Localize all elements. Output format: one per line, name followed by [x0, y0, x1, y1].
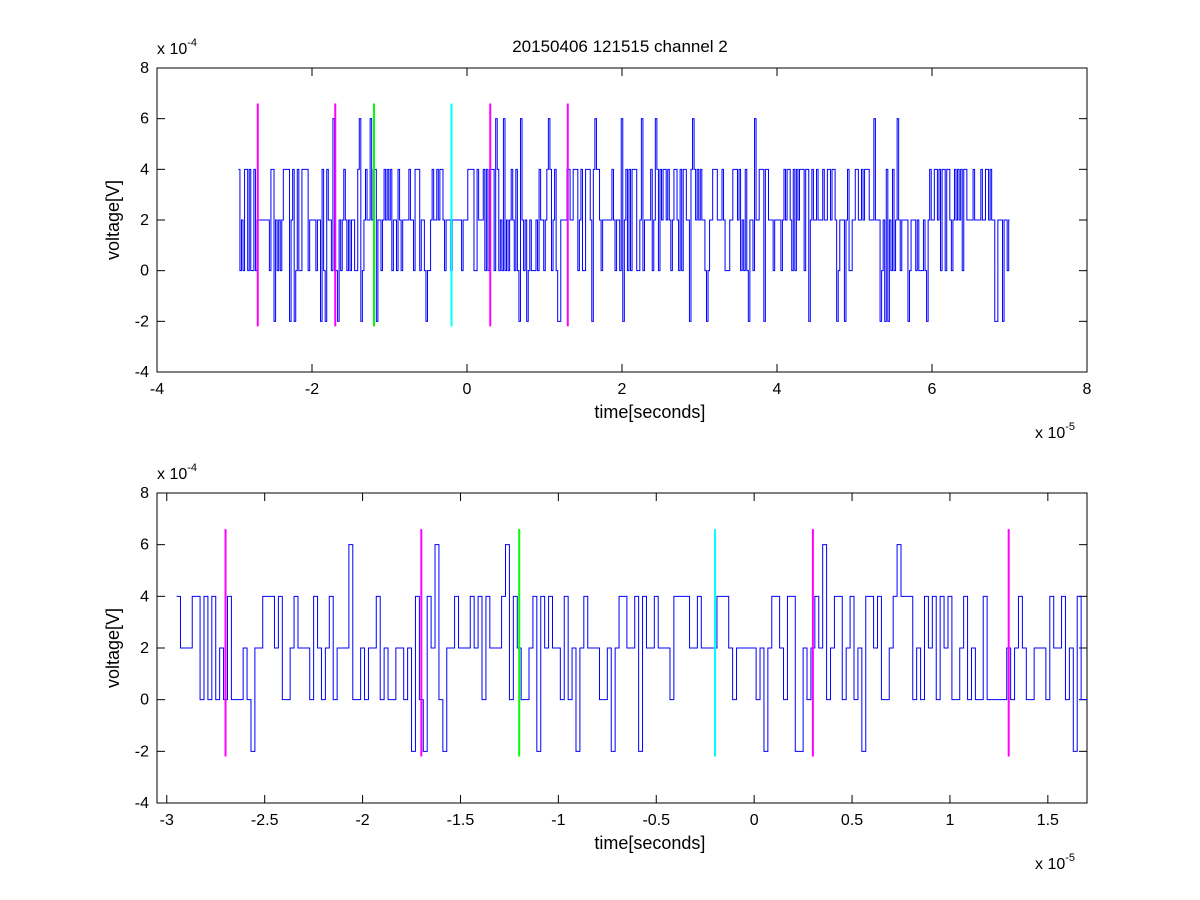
- x-tick-label: -2: [355, 812, 369, 829]
- x-tick-label: -3: [160, 812, 174, 829]
- x-tick-label: 0.5: [841, 812, 863, 829]
- x-axis-label: time[seconds]: [594, 402, 705, 422]
- x-tick-label: 0: [463, 381, 472, 398]
- x-axis-label: time[seconds]: [594, 833, 705, 853]
- x-tick-label: -1: [551, 812, 565, 829]
- signal-series: [238, 118, 1010, 322]
- x-tick-label: -2: [305, 381, 319, 398]
- y-exponent-label: x 10-4: [157, 462, 197, 483]
- x-tick-label: 2: [618, 381, 627, 398]
- y-tick-label: 6: [140, 111, 149, 128]
- y-tick-label: 2: [140, 212, 149, 229]
- x-tick-label: -4: [150, 381, 164, 398]
- x-tick-label: 8: [1083, 381, 1092, 398]
- axes-bottom: -3 -2.5 -2 -1.5 -1 -0.5 0 0.5 1 1.5 -4 -2 0 2 4 6 8 time[…: [103, 462, 1088, 873]
- x-tick-label: 4: [773, 381, 782, 398]
- y-axis-label: voltage[V]: [103, 608, 123, 688]
- y-tick-label: -4: [135, 364, 149, 381]
- x-tick-label: -2.5: [251, 812, 279, 829]
- figure-title: 20150406 121515 channel 2: [512, 37, 728, 56]
- y-tick-label: 0: [140, 692, 149, 709]
- x-exponent-power: -5: [1065, 421, 1075, 433]
- y-tick-label: -2: [135, 743, 149, 760]
- y-tick-label: 8: [140, 60, 149, 77]
- x-tick-label: 0: [750, 812, 759, 829]
- axes-top: -4 -2 0 2 4 6 8 -4 -2 0 2 4 6 8 time[seconds] voltage[V…: [103, 37, 1092, 442]
- x-tick-label: 6: [928, 381, 937, 398]
- y-tick-label: 4: [140, 588, 149, 605]
- y-tick-label: -2: [135, 313, 149, 330]
- x-tick-label: 1: [945, 812, 954, 829]
- y-tick-label: 6: [140, 537, 149, 554]
- x-tick-label: 1.5: [1037, 812, 1059, 829]
- y-exponent-power: -4: [187, 462, 197, 474]
- x-tick-label: -1.5: [447, 812, 475, 829]
- y-axis-label: voltage[V]: [103, 180, 123, 260]
- x-exponent-label: x 10-5: [1035, 421, 1075, 442]
- x-tick-label: -0.5: [642, 812, 670, 829]
- y-tick-label: 2: [140, 640, 149, 657]
- x-exponent-power: -5: [1065, 852, 1075, 864]
- y-tick-label: 0: [140, 263, 149, 280]
- y-tick-label: 8: [140, 485, 149, 502]
- x-exponent-label: x 10-5: [1035, 852, 1075, 873]
- y-exponent-label: x 10-4: [157, 37, 197, 58]
- y-tick-label: 4: [140, 161, 149, 178]
- y-exponent-power: -4: [187, 37, 197, 49]
- y-tick-label: -4: [135, 795, 149, 812]
- signal-series: [176, 544, 1087, 752]
